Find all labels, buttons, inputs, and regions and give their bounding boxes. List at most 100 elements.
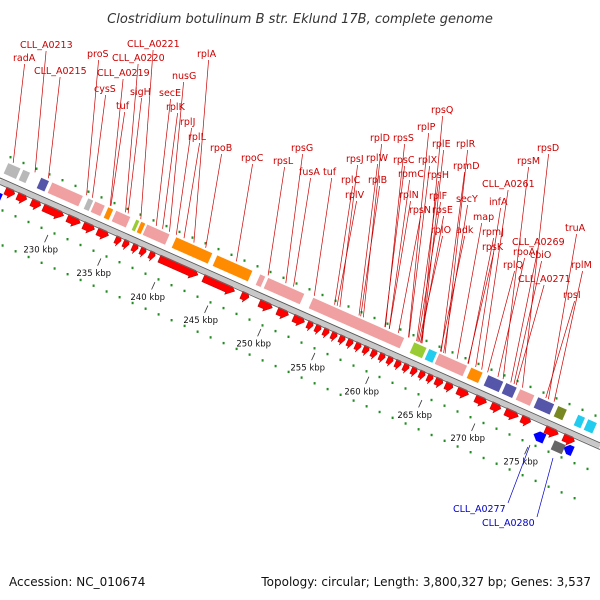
label-leader-line <box>515 284 545 385</box>
dot <box>391 416 394 419</box>
label-leader-line <box>34 50 47 173</box>
label-leader-line <box>440 171 465 352</box>
dot <box>217 247 220 251</box>
dot <box>573 462 576 465</box>
gene-label: CLL_A0220 <box>112 53 165 64</box>
label-leader-line <box>545 300 575 399</box>
dot <box>313 347 316 350</box>
gene-label: rplJ <box>180 117 195 128</box>
gene-label: secY <box>456 194 478 205</box>
dot <box>391 381 394 384</box>
tick-label: 235 kbp <box>76 269 111 279</box>
dot <box>170 284 173 287</box>
gene-label: truA <box>565 223 586 234</box>
tick-label: 265 kbp <box>397 411 432 421</box>
dot <box>417 393 420 396</box>
gene-label: radA <box>13 53 36 64</box>
dot <box>222 306 225 310</box>
label-leader-line <box>334 185 353 305</box>
dot <box>542 391 545 394</box>
label-leader-line <box>481 189 509 370</box>
gene-label: rpoC <box>241 153 264 164</box>
grey-feature <box>550 440 566 455</box>
dot <box>118 296 121 299</box>
dot <box>313 382 316 385</box>
tick-mark <box>151 282 156 290</box>
label-leader-line <box>236 163 253 262</box>
dot <box>581 408 584 411</box>
tick-mark <box>204 305 209 314</box>
feature-bar <box>82 197 95 212</box>
dot <box>503 374 506 377</box>
dot <box>300 376 303 379</box>
label-leader-line <box>408 165 430 338</box>
feature-bar <box>465 366 484 384</box>
dot <box>365 405 368 408</box>
dot <box>378 375 381 379</box>
gene-label-reverse: CLL_A0277 <box>453 504 506 515</box>
gene-label: rplQ <box>503 260 523 271</box>
dot <box>417 428 420 431</box>
label-leader-line <box>502 166 529 380</box>
dot <box>347 305 350 308</box>
dot <box>365 370 368 373</box>
feature-bar <box>110 210 132 229</box>
gene-label: CLL_A0213 <box>20 40 73 51</box>
tick-label: 270 kbp <box>450 434 485 444</box>
dot <box>352 364 355 367</box>
gene-label: rplR <box>456 139 476 150</box>
feature-bar <box>514 388 536 407</box>
feature-bar <box>408 341 428 360</box>
label-leader-line <box>155 98 171 226</box>
dot <box>469 416 472 419</box>
gene-label: rplF <box>429 191 447 202</box>
dot <box>183 324 186 328</box>
feature-bar <box>102 206 115 221</box>
dot <box>287 370 290 374</box>
label-leader-line <box>313 177 333 296</box>
feature-bar <box>135 221 147 235</box>
gene-label: map <box>473 212 494 223</box>
dot <box>196 295 199 298</box>
label-leader-line <box>417 201 441 342</box>
dot <box>235 312 238 316</box>
label-leader-line <box>522 153 549 388</box>
label-leader-line <box>358 163 378 316</box>
dot <box>386 322 389 325</box>
gene-label: rpsN <box>409 205 431 216</box>
dot <box>1 209 4 212</box>
dot <box>178 230 181 234</box>
gene-label: rplV <box>345 190 365 201</box>
dot <box>105 290 108 293</box>
dot <box>1 244 4 247</box>
tick-mark <box>257 328 262 337</box>
dot <box>139 213 142 216</box>
tick-label: 240 kbp <box>130 293 165 303</box>
dot <box>126 207 129 211</box>
dot <box>495 427 498 430</box>
dot <box>508 468 511 471</box>
dot <box>118 261 121 264</box>
dot <box>40 226 43 229</box>
dot <box>87 190 90 193</box>
dot <box>547 485 550 488</box>
gene-label: fusA <box>299 167 320 178</box>
label-leader-line <box>536 457 554 518</box>
label-leader-line <box>92 94 106 198</box>
gene-label: rplA <box>197 49 217 60</box>
reverse-cds-track <box>0 193 575 457</box>
dot <box>209 301 212 304</box>
dot <box>248 353 251 356</box>
map-title: Clostridium botulinum B str. Eklund 17B,… <box>107 12 493 27</box>
dot <box>430 398 433 402</box>
dot <box>191 236 194 239</box>
gene-label: secE <box>159 88 181 99</box>
gene-label: rplN <box>399 190 419 201</box>
dot <box>430 433 433 437</box>
dot <box>27 220 30 224</box>
tick-mark <box>44 234 49 243</box>
gene-label: rpsL <box>273 156 294 167</box>
scale-ticks: 230 kbp 235 kbp 240 kbp 245 kbp 250 kbp 255 k… <box>23 234 538 468</box>
feature-bar <box>2 162 22 180</box>
dot <box>373 316 376 320</box>
